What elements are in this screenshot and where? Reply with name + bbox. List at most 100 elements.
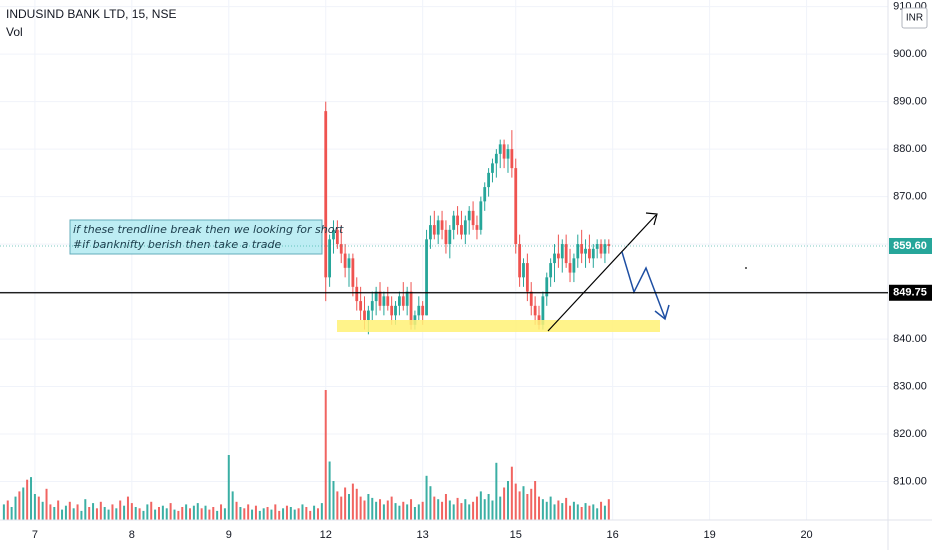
- candle-body: [440, 220, 444, 230]
- volume-bar: [324, 390, 327, 520]
- volume-bar: [18, 491, 21, 520]
- volume-bar: [266, 507, 269, 520]
- candle-body: [432, 225, 436, 235]
- volume-bar: [603, 505, 606, 520]
- candle-body: [324, 111, 328, 278]
- candle-body: [335, 229, 339, 245]
- volume-bar: [243, 508, 246, 520]
- volume-bar: [204, 505, 207, 520]
- volume-bar: [444, 494, 447, 520]
- volume-bar: [584, 503, 587, 520]
- volume-bar: [293, 509, 296, 520]
- trendline: [547, 214, 657, 332]
- volume-bar: [553, 504, 556, 520]
- x-tick-label: 13: [417, 529, 429, 541]
- volume-bar: [425, 475, 428, 520]
- volume-bar: [289, 507, 292, 520]
- volume-bar: [227, 455, 230, 520]
- candle-body: [560, 244, 564, 259]
- volume-bar: [22, 487, 25, 520]
- volume-bar: [57, 500, 60, 520]
- currency-button[interactable]: [901, 7, 928, 29]
- volume-bar: [506, 481, 509, 520]
- candle-layer: [324, 101, 611, 335]
- volume-bar: [379, 499, 382, 520]
- candle-body: [529, 291, 533, 306]
- volume-bar: [61, 509, 64, 520]
- volume-bar: [274, 504, 277, 520]
- last-price-label: 859.60: [893, 240, 927, 252]
- volume-bar: [130, 503, 133, 520]
- candle-body: [332, 229, 335, 240]
- candle-body: [506, 149, 510, 159]
- x-tick-label: 16: [607, 529, 619, 541]
- volume-bar: [216, 510, 219, 520]
- candle-body: [576, 244, 580, 259]
- volume-bar: [150, 501, 153, 520]
- volume-bar: [534, 481, 537, 520]
- volume-bar: [526, 494, 529, 520]
- candle-body: [510, 149, 514, 169]
- volume-bar: [518, 491, 521, 520]
- volume-bar: [192, 505, 195, 520]
- volume-bar: [123, 505, 126, 520]
- volume-bar: [410, 499, 413, 520]
- candle-body: [343, 253, 347, 268]
- candle-body: [463, 220, 467, 235]
- volume-bar: [157, 507, 160, 520]
- volume-bar: [251, 509, 254, 520]
- candle-body: [328, 239, 332, 278]
- volume-bar: [596, 508, 599, 520]
- candle-body: [518, 244, 522, 278]
- support-zone: [337, 320, 660, 332]
- volume-bar: [549, 496, 552, 520]
- volume-bar: [72, 508, 75, 520]
- candle-body: [359, 301, 363, 311]
- volume-bar: [161, 505, 164, 520]
- volume-bar: [107, 509, 110, 520]
- volume-bar: [270, 509, 273, 520]
- note-line: #if banknifty berish then take a trade: [73, 238, 281, 251]
- volume-bar: [359, 496, 362, 520]
- candle-body: [370, 301, 374, 311]
- volume-bar: [235, 501, 238, 520]
- volume-bar: [576, 504, 579, 520]
- x-tick-label: 19: [703, 529, 715, 541]
- volume-bar: [95, 508, 98, 520]
- volume-bar: [278, 510, 281, 520]
- candle-body: [522, 263, 525, 278]
- volume-bar: [173, 509, 176, 520]
- currency-label[interactable]: INR: [906, 13, 923, 24]
- volume-bar: [68, 501, 71, 520]
- volume-bar: [592, 504, 595, 520]
- volume-bar: [452, 504, 455, 520]
- candle-body: [607, 244, 611, 246]
- y-tick-label: 830.00: [893, 380, 927, 392]
- candle-body: [456, 215, 459, 226]
- volume-bar: [561, 503, 564, 520]
- volume-label: Vol: [6, 25, 23, 39]
- candle-body: [487, 172, 490, 188]
- candle-body: [374, 291, 378, 302]
- volume-bar: [475, 496, 478, 520]
- candle-body: [494, 153, 498, 164]
- volume-bar: [99, 501, 102, 520]
- candle-body: [467, 210, 471, 221]
- candle-body: [483, 187, 487, 202]
- volume-bar: [495, 462, 498, 520]
- volume-bar: [285, 505, 288, 520]
- y-tick-label: 880.00: [893, 143, 927, 155]
- candle-body: [591, 248, 595, 259]
- last-price-tag: [889, 237, 932, 254]
- y-tick-label: 870.00: [893, 191, 927, 203]
- volume-bar: [92, 503, 95, 520]
- candle-body: [390, 305, 394, 316]
- volume-bar: [165, 508, 168, 520]
- volume-bar: [538, 496, 541, 520]
- volume-bar: [328, 461, 331, 520]
- volume-bar: [134, 507, 137, 520]
- volume-bar: [231, 491, 234, 520]
- volume-bar: [26, 479, 29, 520]
